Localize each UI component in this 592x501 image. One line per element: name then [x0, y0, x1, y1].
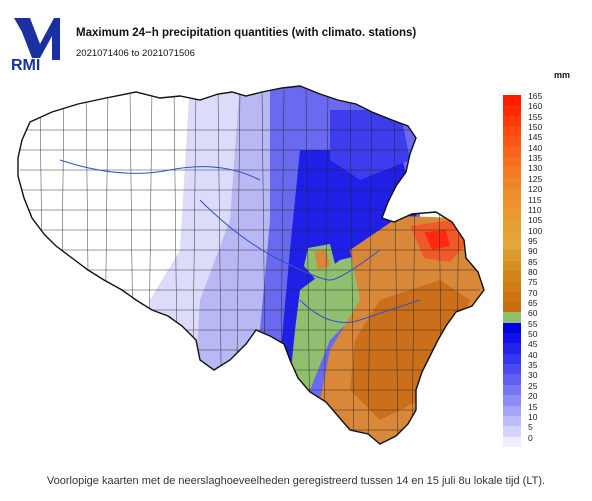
legend-swatch	[503, 384, 521, 396]
legend-swatch	[503, 146, 521, 158]
legend-label: 155	[528, 111, 543, 122]
legend-label: 75	[528, 277, 538, 288]
legend-label: 65	[528, 298, 538, 308]
legend-label: 85	[528, 256, 538, 267]
legend-swatch	[503, 188, 521, 199]
legend-label: 20	[528, 391, 538, 402]
map-title: Maximum 24−h precipitation quantities (w…	[76, 27, 417, 39]
legend-label: 145	[528, 132, 543, 143]
legend-label: 80	[528, 266, 538, 277]
legend-swatch	[503, 177, 521, 189]
legend-swatch	[503, 239, 521, 251]
legend-label: 90	[528, 246, 538, 257]
legend-label: 30	[528, 370, 538, 381]
legend-label: 115	[528, 194, 542, 205]
legend-label: 50	[528, 329, 538, 340]
legend-swatch	[503, 115, 521, 127]
legend-label: 45	[528, 339, 538, 350]
legend-label: 5	[528, 422, 533, 433]
legend-swatch	[503, 291, 521, 303]
legend-swatch	[503, 105, 521, 117]
legend-label: 150	[528, 122, 543, 133]
legend-label: 100	[528, 225, 543, 236]
legend-swatch	[503, 136, 521, 148]
legend-label: 160	[528, 101, 543, 112]
map-period: 2021071406 to 2021071506	[76, 48, 195, 59]
legend-swatch	[503, 270, 521, 282]
legend-swatch	[503, 374, 521, 386]
legend-label: 105	[528, 215, 543, 226]
legend-label: 70	[528, 287, 538, 298]
legend-swatch	[503, 302, 521, 313]
legend-label: 110	[528, 204, 542, 215]
legend-swatch	[503, 250, 521, 262]
legend-label: 15	[528, 401, 538, 412]
legend-label: 55	[528, 318, 538, 329]
legend-label: 95	[528, 235, 538, 246]
legend-unit: mm	[554, 70, 571, 80]
rmi-logo	[14, 18, 60, 60]
legend-label: 25	[528, 380, 538, 391]
legend-swatch	[503, 415, 521, 427]
map-caption: Voorlopige kaarten met de neerslaghoevee…	[46, 475, 546, 487]
legend-label: 120	[528, 184, 543, 195]
legend-label: 125	[528, 173, 543, 184]
legend-label: 60	[528, 308, 538, 319]
legend-label: 140	[528, 142, 543, 153]
precipitation-map	[17, 85, 485, 445]
legend-swatch	[503, 395, 521, 406]
legend-swatch	[503, 343, 521, 355]
logo-text: RMI	[11, 57, 41, 74]
legend-label: 135	[528, 153, 543, 164]
color-legend: 165 160 155 150 145 140 135 130 125 120 115 110 105 1…	[503, 91, 583, 448]
legend-swatch	[503, 219, 521, 231]
legend-swatch	[503, 198, 521, 210]
legend-swatch	[503, 312, 521, 324]
legend-label: 40	[528, 349, 538, 360]
legend-swatch	[503, 353, 521, 365]
legend-label: 130	[528, 163, 543, 174]
legend-swatch	[503, 260, 521, 272]
legend-swatch	[503, 405, 521, 417]
legend-swatch	[503, 229, 521, 241]
legend-swatch	[503, 167, 521, 179]
legend-swatch	[503, 281, 521, 293]
legend-label: 35	[528, 360, 538, 371]
rivers	[59, 159, 421, 323]
legend-swatch	[503, 322, 521, 334]
legend-swatch	[503, 208, 521, 220]
legend-label: 10	[528, 411, 538, 422]
precipitation-fill	[150, 86, 484, 444]
legend-swatch	[503, 333, 521, 344]
legend-label: 0	[528, 432, 533, 443]
legend-swatch	[503, 364, 521, 375]
legend-swatch	[503, 95, 521, 106]
legend-swatch	[503, 126, 521, 137]
legend-label: 165	[528, 91, 543, 101]
legend-swatch	[503, 157, 521, 168]
rmi-logo-mark	[14, 18, 60, 60]
legend-swatch	[503, 436, 521, 448]
legend-swatch	[503, 426, 521, 438]
